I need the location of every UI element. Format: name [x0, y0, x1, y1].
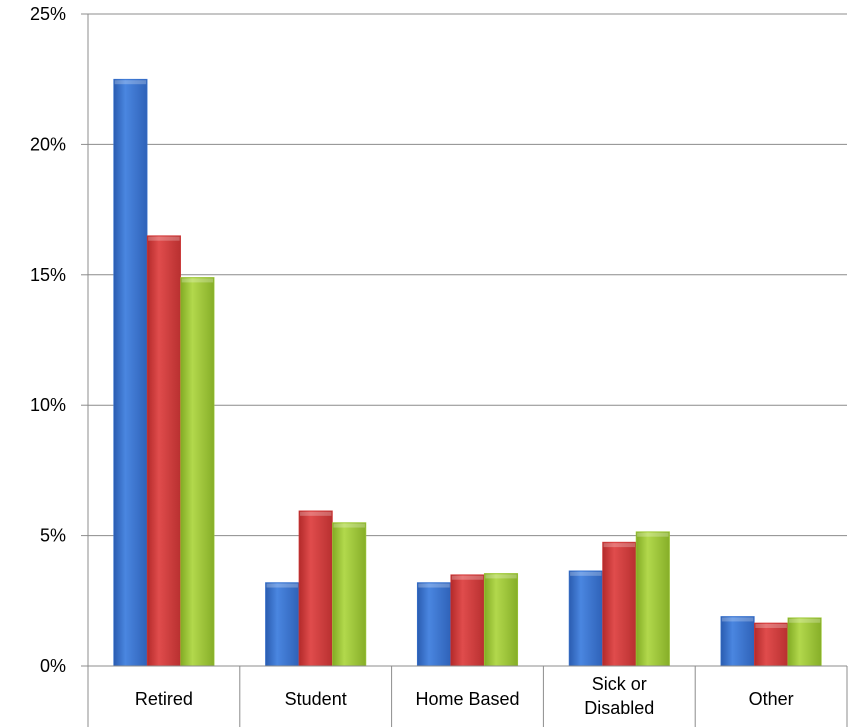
bar-bevel	[299, 511, 332, 516]
bar-bevel	[721, 617, 754, 622]
bar-bevel	[266, 583, 298, 588]
bar-bevel	[603, 543, 636, 548]
bar-bevel	[637, 532, 669, 537]
labels: 0% 5% 10% 15% 20% 25% Retired Student Home Based…	[30, 4, 794, 718]
bar	[265, 582, 300, 667]
bar	[568, 570, 603, 667]
axes	[81, 13, 848, 727]
x-tick-label: Other	[749, 689, 794, 709]
x-tick-label: Student	[285, 689, 347, 709]
y-tick-label: 15%	[30, 265, 66, 285]
bar-bevel	[485, 574, 517, 579]
bar	[720, 616, 755, 667]
bar	[635, 531, 670, 667]
bar	[113, 78, 148, 667]
bar-bevel	[333, 523, 365, 528]
bar-bevel	[148, 236, 180, 241]
bar	[602, 541, 637, 667]
bar-bevel	[451, 575, 484, 580]
y-tick-label: 20%	[30, 134, 66, 154]
y-tick-label: 5%	[40, 526, 66, 546]
bar	[754, 622, 789, 667]
bar	[180, 277, 215, 667]
bars	[113, 78, 822, 667]
bar	[787, 617, 822, 667]
bar-bevel	[788, 618, 821, 623]
x-tick-label: Home Based	[415, 689, 519, 709]
bar	[450, 574, 485, 667]
y-tick-label: 0%	[40, 656, 66, 676]
y-tick-label: 25%	[30, 4, 66, 24]
bar	[332, 522, 367, 667]
bar-bevel	[114, 80, 147, 85]
bar-bevel	[181, 278, 214, 283]
bar-bevel	[570, 571, 602, 576]
x-tick-label: Retired	[135, 689, 193, 709]
bar-bevel	[418, 583, 450, 588]
bar	[146, 235, 181, 667]
bar	[416, 582, 452, 667]
bar	[298, 510, 333, 667]
bar	[483, 573, 519, 667]
x-tick-label: Sick or Disabled	[584, 674, 654, 718]
bar-bevel	[755, 623, 787, 628]
y-tick-label: 10%	[30, 395, 66, 415]
